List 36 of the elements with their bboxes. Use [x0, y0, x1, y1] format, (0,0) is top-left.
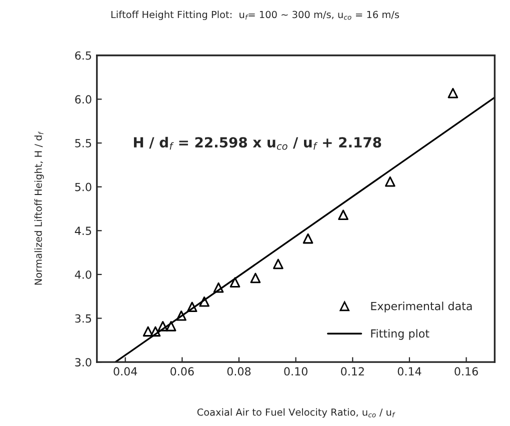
- point: [384, 176, 396, 187]
- legend-label: Experimental data: [371, 302, 472, 312]
- y-tick-label: 3.5: [75, 314, 92, 323]
- x-axis-title: Coaxial Air to Fuel Velocity Ratio, u$_{co}$ / u$_{f}$: [197, 408, 396, 418]
- point: [199, 296, 210, 307]
- point: [448, 88, 458, 98]
- x-tick-label: 0.12: [340, 367, 364, 376]
- y-tick-label: 4.0: [74, 270, 92, 279]
- point: [338, 210, 348, 220]
- point: [166, 321, 176, 332]
- x-tick-label: 0.10: [284, 367, 308, 376]
- x-tick-label: 0.06: [170, 367, 194, 376]
- annotation: H / d$_{f}$ = 22.598 x u$_{co}$ / u$_{f}$ + 2.178: [134, 136, 382, 150]
- point: [150, 326, 161, 337]
- x-tick-label: 0.04: [114, 367, 138, 376]
- chart-title: Liftoff Height Fitting Plot: u$_{f}$= 100 ~ 300 m/s, u$_{co}$ = 16 m/s: [111, 10, 399, 20]
- x-tick-label: 0.08: [227, 367, 251, 376]
- x-tick-label: 0.16: [454, 367, 478, 376]
- y-tick-label: 6.0: [75, 95, 92, 104]
- legend-label: Fitting plot: [371, 329, 430, 340]
- point: [176, 310, 186, 321]
- point: [273, 258, 284, 270]
- point: [213, 282, 224, 293]
- y-tick-label: 5.5: [75, 139, 92, 148]
- y-tick-label: 3.0: [75, 358, 92, 366]
- y-tick-label: 4.5: [74, 226, 92, 236]
- y-axis-title: Normalized Liftoff Height, H / d$_{f}$: [34, 131, 44, 285]
- point: [250, 272, 261, 284]
- point: [302, 233, 314, 244]
- point: [142, 326, 154, 337]
- x-tick-label: 0.14: [398, 367, 422, 376]
- point: [158, 321, 168, 332]
- point: [186, 302, 198, 312]
- y-tick-label: 6.5: [75, 51, 92, 60]
- y-tick-label: 5.0: [75, 182, 92, 192]
- point: [230, 277, 240, 288]
